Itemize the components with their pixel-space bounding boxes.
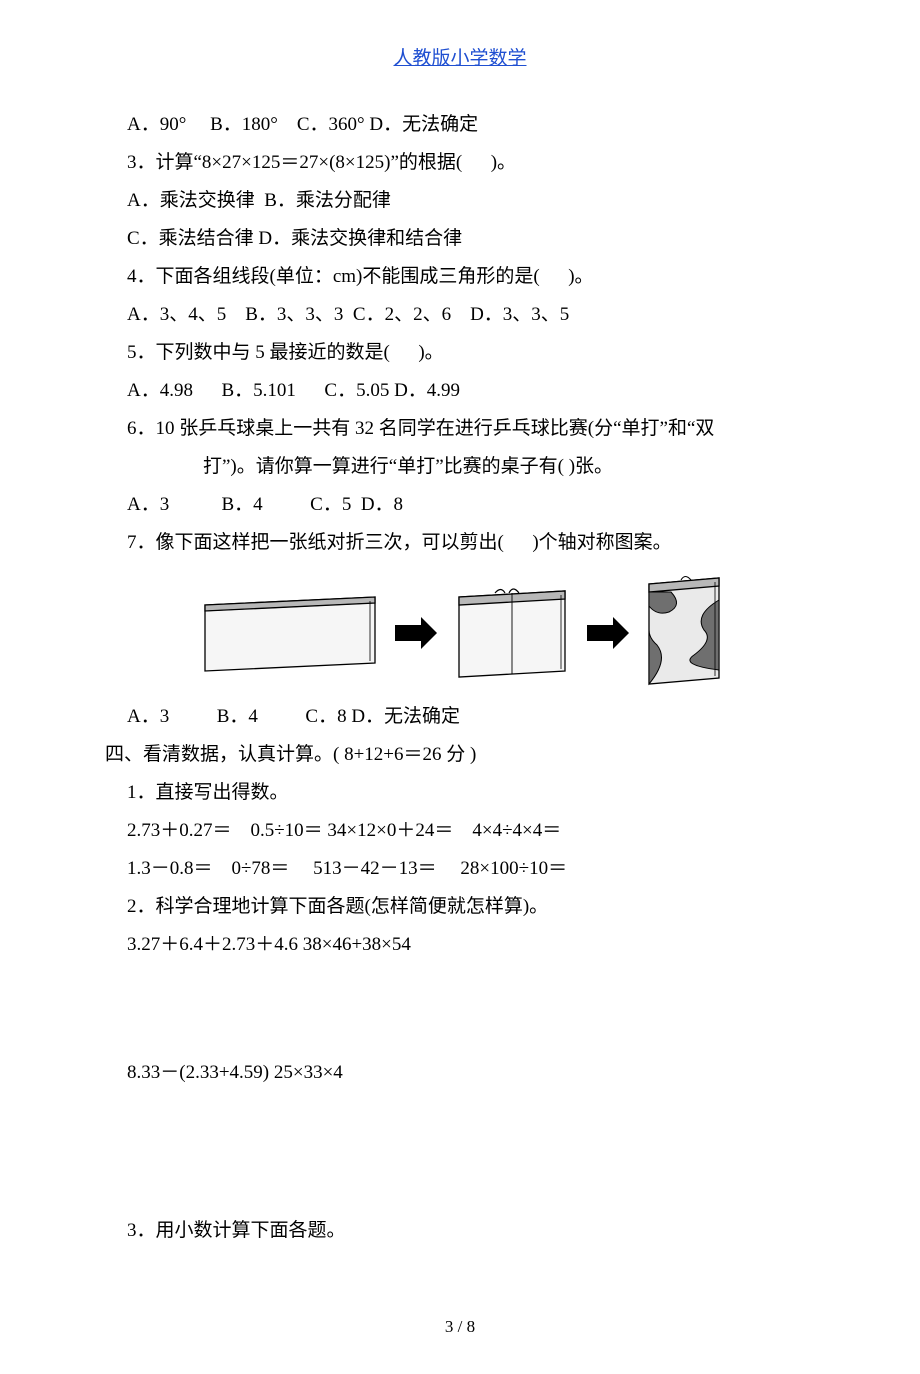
s4-1-row-a: 2.73＋0.27＝ 0.5÷10＝ 34×12×0＋24＝ 4×4÷4×4＝ [127,812,815,850]
s4-3-title: 3．用小数计算下面各题。 [127,1212,815,1250]
s4-2-row-a: 3.27＋6.4＋2.73＋4.6 38×46+38×54 [127,926,815,964]
s4-1-title: 1．直接写出得数。 [127,774,815,812]
q3-opts-b: C．乘法结合律 D．乘法交换律和结合律 [127,220,815,258]
arrow1-icon [391,575,441,685]
q6-options: A．3 B．4 C．5 D．8 [127,486,815,524]
fold-step1-icon [195,575,385,685]
fold-step3-icon [639,570,729,690]
q2-options: A．90° B．180° C．360° D．无法确定 [127,106,815,144]
q4-options: A．3、4、5 B．3、3、3 C．2、2、6 D．3、3、5 [127,296,815,334]
s4-1-row-b: 1.3－0.8＝ 0÷78＝ 513－42－13＝ 28×100÷10＝ [127,850,815,888]
q3-opts-a: A．乘法交换律 B．乘法分配律 [127,182,815,220]
q7-stem: 7．像下面这样把一张纸对折三次，可以剪出( )个轴对称图案。 [127,524,815,562]
q4-stem: 4．下面各组线段(单位：cm)不能围成三角形的是( )。 [127,258,815,296]
q5-stem: 5．下列数中与 5 最接近的数是( )。 [127,334,815,372]
q7-options: A．3 B．4 C．8 D．无法确定 [127,698,815,736]
page-footer: 3 / 8 [105,1310,815,1344]
s4-2-row-b: 8.33－(2.33+4.59) 25×33×4 [127,1054,815,1092]
s4-2-title: 2．科学合理地计算下面各题(怎样简便就怎样算)。 [127,888,815,926]
q3-stem: 3．计算“8×27×125＝27×(8×125)”的根据( )。 [127,144,815,182]
fold-diagram [195,570,815,690]
page-header: 人教版小学数学 [105,40,815,78]
q6-stem-a: 6．10 张乒乓球桌上一共有 32 名同学在进行乒乓球比赛(分“单打”和“双 [127,410,815,448]
fold-step2-icon [447,575,577,685]
section4-title: 四、看清数据，认真计算。( 8+12+6＝26 分 ) [105,736,815,774]
q5-options: A．4.98 B．5.101 C．5.05 D．4.99 [127,372,815,410]
q6-stem-b: 打”)。请你算一算进行“单打”比赛的桌子有( )张。 [203,448,815,486]
arrow2-icon [583,575,633,685]
